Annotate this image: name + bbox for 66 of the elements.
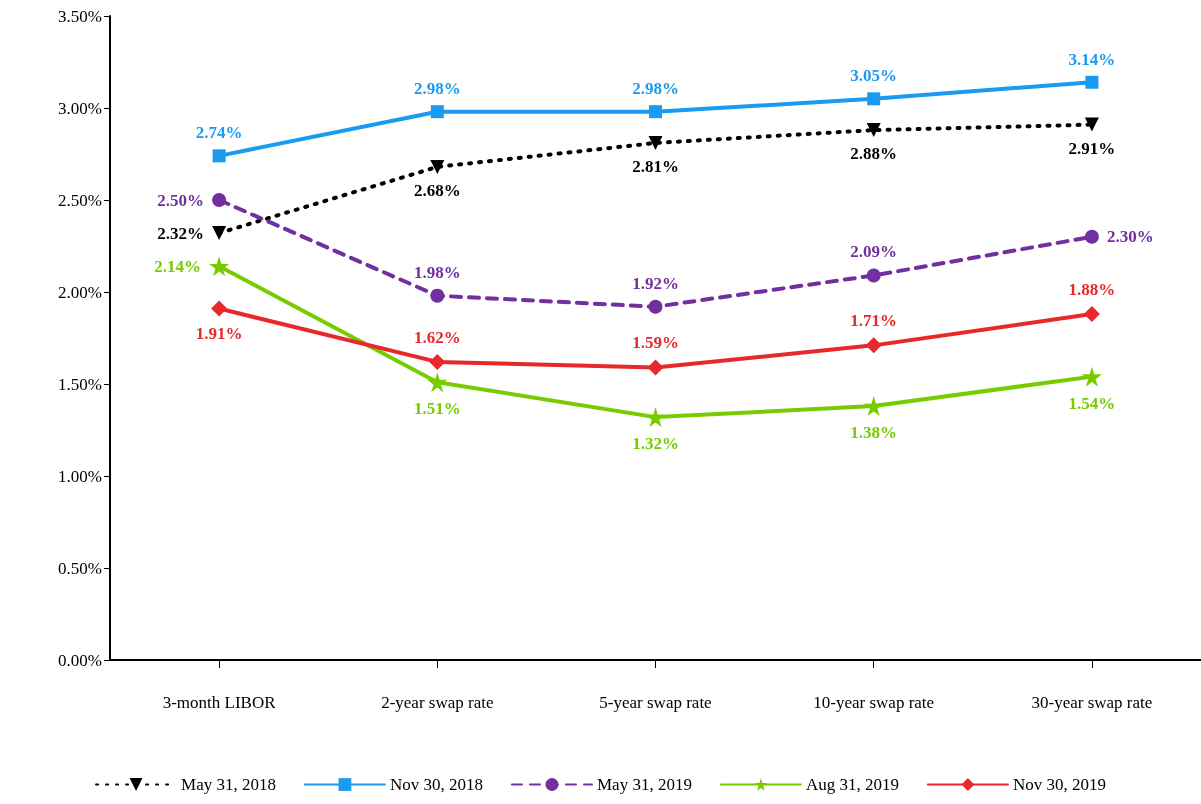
data-label: 2.74%	[195, 123, 243, 143]
x-tick-label: 5-year swap rate	[599, 693, 712, 712]
data-label: 2.09%	[850, 242, 898, 262]
point	[1083, 306, 1100, 323]
point	[211, 300, 228, 317]
y-tick-label: 1.00%	[58, 466, 102, 486]
point	[867, 92, 881, 106]
point	[1081, 366, 1102, 387]
point	[1085, 75, 1099, 89]
point	[212, 226, 227, 241]
legend-label: May 31, 2018	[181, 775, 276, 794]
data-label: 1.62%	[413, 327, 461, 347]
data-label: 2.32%	[157, 223, 205, 243]
point	[647, 359, 664, 376]
legend-label: May 31, 2019	[596, 775, 692, 794]
data-label: 2.68%	[413, 180, 461, 200]
y-tick-label: 3.50%	[58, 6, 102, 26]
point	[1084, 229, 1099, 244]
point	[427, 372, 448, 393]
data-label: 3.14%	[1068, 49, 1116, 69]
point	[430, 159, 445, 174]
legend-label: Nov 30, 2018	[389, 775, 483, 794]
x-tick-label: 2-year swap rate	[381, 693, 494, 712]
data-label: 1.54%	[1068, 393, 1116, 413]
point	[648, 135, 663, 150]
data-label: 2.91%	[1068, 138, 1116, 158]
point	[1084, 117, 1099, 132]
legend-label: Nov 30, 2019	[1012, 775, 1106, 794]
point	[865, 337, 882, 354]
legend-label: Aug 31, 2019	[805, 775, 899, 794]
point	[429, 353, 446, 370]
point	[212, 149, 226, 163]
data-label: 2.98%	[413, 79, 461, 99]
point	[209, 256, 230, 277]
point	[866, 123, 881, 138]
point	[212, 193, 227, 207]
point	[649, 105, 662, 119]
data-label: 1.38%	[850, 423, 898, 443]
point	[430, 288, 445, 303]
y-tick-label: 0.50%	[58, 558, 102, 578]
y-tick-label: 0.00%	[58, 650, 102, 670]
data-label: 1.71%	[850, 311, 898, 331]
x-tick-label: 10-year swap rate	[813, 693, 935, 712]
data-label: 2.50%	[157, 190, 205, 210]
point	[866, 268, 881, 283]
data-label: 1.92%	[632, 273, 679, 293]
x-tick-label: 30-year swap rate	[1031, 693, 1153, 712]
y-tick-label: 3.00%	[58, 98, 102, 118]
data-label: 1.59%	[632, 333, 679, 353]
data-label: 1.98%	[413, 262, 461, 282]
data-label: 2.88%	[850, 144, 898, 164]
x-tick-label: 3-month LIBOR	[162, 693, 277, 712]
y-tick-label: 1.50%	[58, 374, 102, 394]
data-label: 2.14%	[154, 256, 202, 276]
point	[430, 105, 444, 119]
data-label: 1.88%	[1068, 280, 1116, 300]
data-label: 2.30%	[1106, 227, 1154, 247]
point	[648, 299, 663, 314]
data-label: 3.05%	[850, 66, 898, 86]
data-label: 1.32%	[632, 434, 679, 454]
data-label: 2.81%	[632, 156, 679, 176]
data-label: 2.98%	[632, 79, 679, 99]
data-label: 1.51%	[413, 399, 461, 419]
data-label: 1.91%	[195, 323, 243, 343]
y-tick-label: 2.50%	[58, 190, 102, 210]
y-tick-label: 2.00%	[58, 282, 102, 302]
